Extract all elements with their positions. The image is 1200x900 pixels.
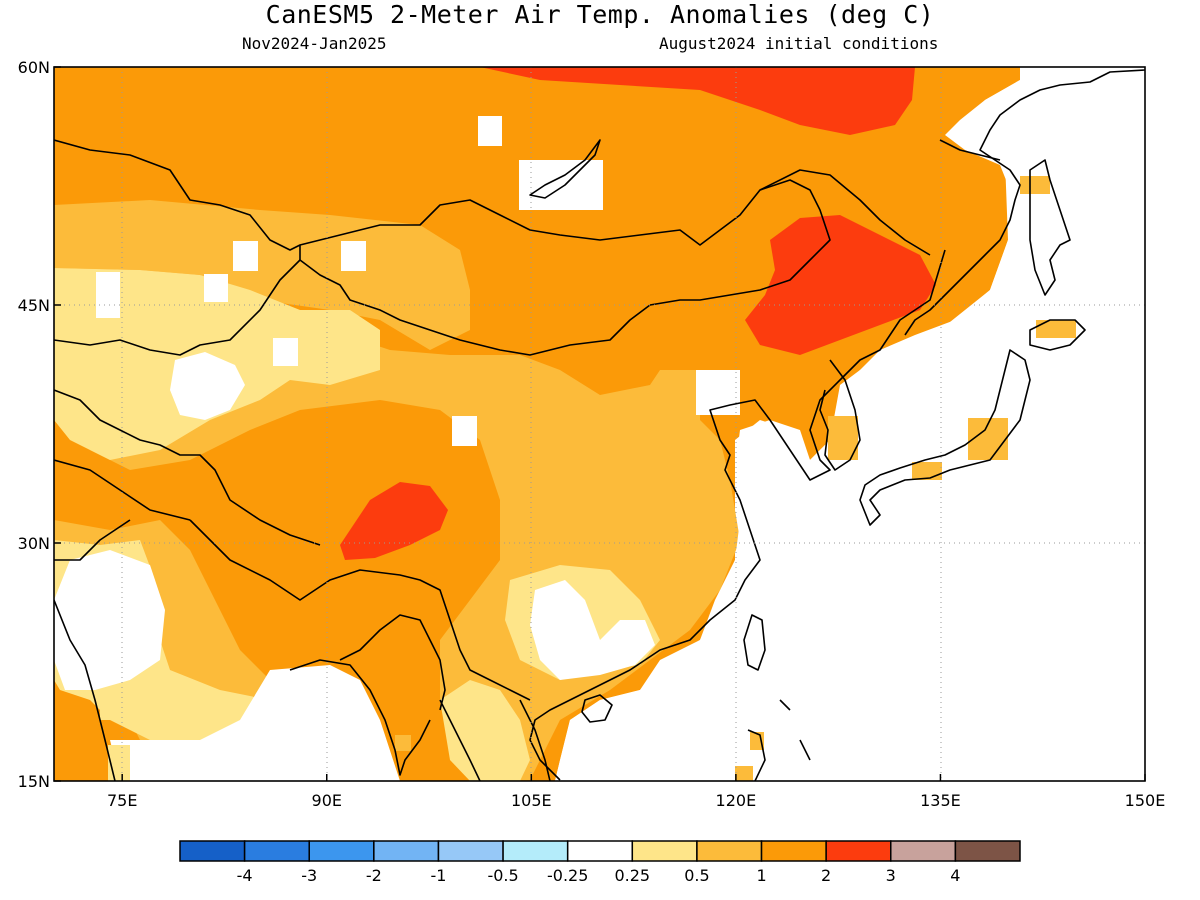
- lon-tick-label: 135E: [920, 791, 961, 810]
- colorbar-label: 4: [950, 866, 960, 885]
- lon-tick-label: 75E: [107, 791, 137, 810]
- region-near-normal: [341, 241, 366, 271]
- coastline-se-asia: [439, 699, 551, 781]
- coastline-taiwan: [743, 614, 766, 671]
- colorbar-swatch: [760, 840, 827, 862]
- colorbar-swatch: [890, 840, 957, 862]
- coastline-sakhalin: [1029, 159, 1071, 296]
- colorbar-label: -2: [366, 866, 382, 885]
- region-moderate-0.5-1: [596, 405, 700, 490]
- coastline-korea: [819, 359, 861, 471]
- map-frame: [53, 66, 1146, 782]
- region-near-normal: [96, 272, 120, 318]
- lon-tick-label: 120E: [716, 791, 757, 810]
- region-near-normal: [519, 160, 603, 210]
- colorbar-swatch: [243, 840, 310, 862]
- region-weak-0.25-0.5: [440, 680, 530, 781]
- region-near-normal: [696, 370, 740, 415]
- latitude-axis: 60N 45N 30N 15N: [18, 58, 61, 791]
- colorbar-swatch: [502, 840, 569, 862]
- grid-cell: [1020, 176, 1050, 194]
- border-central-asia: [54, 389, 321, 546]
- colorbar-label: 0.25: [614, 866, 650, 885]
- region-near-normal: [170, 352, 245, 420]
- anomaly-fill-layer: [54, 67, 1145, 781]
- border-himalaya: [189, 519, 531, 701]
- region-strong-2-3: [480, 67, 915, 135]
- border-russia-china-ne: [759, 169, 931, 256]
- initial-conditions: August2024 initial conditions: [659, 34, 939, 53]
- grid-cell: [100, 690, 112, 720]
- lon-tick-label: 105E: [511, 791, 552, 810]
- colorbar: -4 -3 -2 -1 -0.5 -0.25 0.25 0.5 1 2 3 4: [179, 840, 1021, 885]
- region-moderate-0.5-1: [54, 200, 470, 350]
- border-mongolia: [299, 179, 831, 356]
- forecast-period: Nov2024-Jan2025: [242, 34, 387, 53]
- region-near-normal: [452, 416, 477, 446]
- lat-tick-label: 45N: [18, 296, 50, 315]
- lake-baikal: [529, 139, 601, 199]
- grid-cell: [1036, 320, 1076, 338]
- coastline-russia-east: [904, 69, 1145, 336]
- colorbar-swatch: [825, 840, 892, 862]
- longitude-axis: 75E 90E 105E 120E 135E 150E: [107, 774, 1165, 810]
- colorbar-swatch: [954, 840, 1021, 862]
- coastline-layer: [54, 69, 1145, 781]
- lat-tick-label: 60N: [18, 58, 50, 77]
- grid-cell: [395, 735, 411, 751]
- border-india-north: [54, 459, 191, 561]
- colorbar-swatch: [373, 840, 440, 862]
- border-myanmar: [339, 614, 446, 711]
- colorbar-label: -4: [237, 866, 253, 885]
- region-near-normal: [54, 550, 165, 690]
- colorbar-label: -3: [301, 866, 317, 885]
- coastline-philippines: [747, 699, 811, 781]
- coastline-india: [54, 599, 431, 781]
- coastline-hainan: [581, 694, 613, 723]
- colorbar-swatch: [696, 840, 763, 862]
- lat-tick-label: 15N: [18, 772, 50, 791]
- chart-title: CanESM5 2-Meter Air Temp. Anomalies (deg…: [265, 0, 935, 29]
- coastline-sea-of-okhotsk: [939, 139, 1001, 161]
- lon-tick-label: 90E: [312, 791, 342, 810]
- colorbar-label: 3: [886, 866, 896, 885]
- region-near-normal: [273, 338, 298, 366]
- region-strong-2-3: [745, 215, 936, 355]
- colorbar-label: 0.5: [684, 866, 709, 885]
- colorbar-label: -1: [430, 866, 446, 885]
- lat-tick-label: 30N: [18, 534, 50, 553]
- colorbar-label: 2: [821, 866, 831, 885]
- colorbar-label: 1: [756, 866, 766, 885]
- colorbar-swatch: [179, 840, 246, 862]
- colorbar-swatch: [566, 840, 634, 862]
- region-near-normal: [233, 241, 258, 271]
- grid-cell: [912, 462, 942, 480]
- border-kazakhstan: [54, 139, 301, 356]
- colorbar-swatch: [437, 840, 504, 862]
- region-strong-2-3: [340, 482, 448, 560]
- coastline-japan: [859, 319, 1086, 526]
- region-near-normal: [204, 274, 228, 302]
- map-gridlines: [54, 67, 1145, 781]
- lon-tick-label: 150E: [1125, 791, 1166, 810]
- region-near-normal: [530, 580, 655, 680]
- colorbar-label: -0.25: [547, 866, 588, 885]
- grid-cell: [735, 766, 753, 781]
- colorbar-swatch: [631, 840, 698, 862]
- colorbar-label: -0.5: [487, 866, 518, 885]
- colorbar-swatch: [308, 840, 375, 862]
- region-near-normal: [478, 116, 502, 146]
